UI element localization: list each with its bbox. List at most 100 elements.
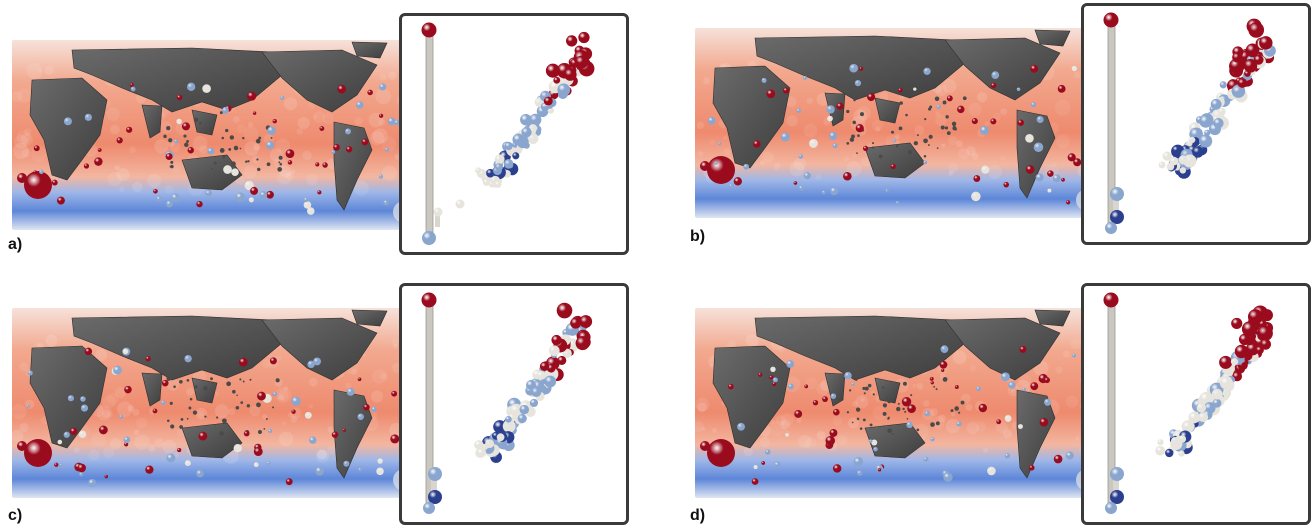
land-mass (874, 97, 901, 124)
sphere-marker (196, 469, 204, 478)
sphere-marker (979, 125, 989, 135)
sphere-marker (433, 207, 443, 217)
sphere-marker (285, 478, 293, 486)
sphere-marker (205, 189, 213, 197)
sphere-marker (63, 431, 70, 438)
sphere-marker (529, 113, 542, 126)
sphere-marker (946, 95, 953, 102)
sphere-marker (990, 82, 997, 89)
sphere-marker (707, 116, 716, 125)
sphere-marker (978, 403, 988, 413)
sphere-marker (176, 118, 182, 125)
land-mass (181, 422, 243, 459)
sphere-marker (774, 461, 781, 468)
sphere-marker (923, 160, 928, 165)
sphere-marker (1199, 134, 1213, 148)
sphere-marker (751, 478, 759, 485)
sphere-marker (1065, 451, 1074, 460)
sphere-marker (196, 200, 203, 208)
sphere-marker (33, 145, 40, 152)
sphere-marker (557, 355, 567, 365)
sphere-marker (24, 171, 52, 199)
sphere-marker (266, 461, 271, 466)
sphere-marker (184, 354, 192, 363)
sphere-marker (1229, 58, 1245, 74)
sphere-marker (83, 163, 90, 169)
sphere-marker (1238, 333, 1251, 346)
sphere-marker (868, 439, 873, 443)
sphere-marker (1219, 355, 1233, 369)
sphere-marker (1257, 325, 1273, 341)
sphere-marker (315, 466, 325, 476)
sphere-marker (1213, 117, 1224, 129)
sphere-marker (987, 466, 996, 476)
sphere-marker (940, 345, 949, 354)
sphere-marker (976, 386, 981, 392)
sphere-marker (59, 463, 63, 467)
sphere-marker (1237, 78, 1248, 88)
sphere-marker (476, 448, 487, 458)
sphere-marker (97, 148, 102, 152)
sphere-marker (1028, 464, 1035, 471)
sphere-marker (346, 387, 355, 396)
sphere-marker (832, 143, 838, 149)
sphere-marker (930, 437, 935, 442)
sphere-marker (566, 35, 578, 47)
sphere-marker (505, 416, 512, 423)
sphere-marker (941, 368, 945, 373)
sphere-marker (1105, 222, 1117, 234)
sphere-marker (259, 191, 268, 199)
sphere-marker (1030, 382, 1039, 391)
sphere-marker (802, 75, 807, 80)
sphere-marker (1047, 170, 1054, 177)
sphere-marker (930, 381, 934, 385)
sphere-marker (1022, 387, 1026, 392)
sphere-marker (531, 387, 542, 398)
sphere-marker (1003, 181, 1010, 188)
sphere-marker (494, 180, 502, 188)
sphere-marker (161, 400, 166, 405)
panel-label: c) (8, 507, 23, 524)
sphere-marker (855, 124, 864, 133)
sphere-marker (954, 384, 959, 389)
sphere-marker (1230, 358, 1239, 366)
sphere-marker (890, 163, 896, 170)
sphere-marker (707, 156, 735, 184)
sphere-marker (104, 474, 109, 479)
sphere-marker (363, 403, 370, 411)
land-mass (712, 345, 791, 449)
sphere-marker (238, 357, 248, 367)
sphere-marker (520, 113, 532, 126)
sphere-marker (504, 141, 513, 151)
sphere-marker (304, 411, 312, 419)
sphere-marker (94, 157, 103, 166)
sphere-inset (399, 283, 629, 525)
sphere-marker (165, 200, 174, 208)
ocean-map (12, 40, 405, 230)
sphere-marker (267, 126, 276, 135)
sphere-marker (250, 186, 259, 195)
sphere-marker (1035, 173, 1044, 182)
sphere-marker (39, 169, 44, 175)
sphere-marker (1181, 420, 1195, 433)
sphere-marker (551, 334, 562, 346)
sphere-marker (124, 385, 132, 394)
sphere-marker (67, 395, 75, 402)
sphere-marker (1259, 36, 1273, 50)
sphere-marker (782, 87, 790, 94)
sphere-marker (247, 91, 257, 101)
sphere-marker (854, 79, 862, 87)
sphere-marker (1192, 146, 1204, 158)
land-mass (864, 422, 926, 459)
sphere-marker (1196, 403, 1207, 413)
sphere-marker (543, 96, 553, 106)
sphere-marker (231, 168, 239, 177)
land-mass (1034, 29, 1071, 47)
sphere-marker (475, 167, 482, 174)
sphere-marker (829, 131, 838, 140)
sphere-marker (152, 408, 158, 414)
sphere-marker (1016, 87, 1021, 92)
sphere-marker (707, 439, 735, 467)
sphere-marker (803, 172, 811, 180)
sphere-marker (119, 414, 123, 419)
